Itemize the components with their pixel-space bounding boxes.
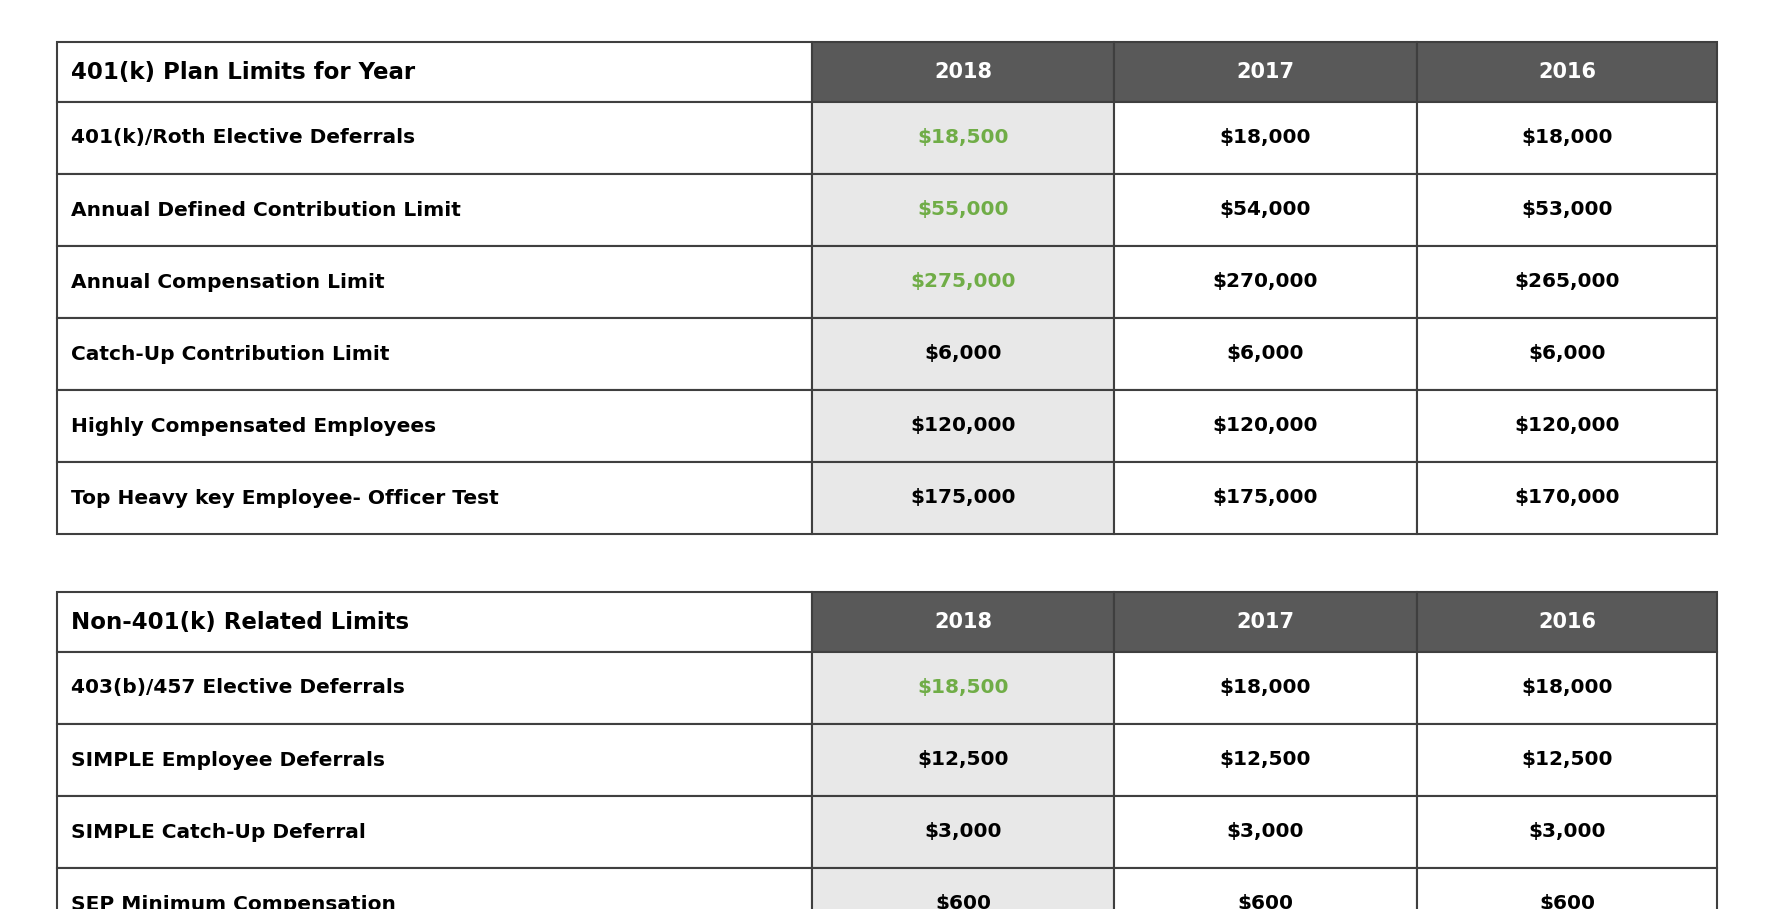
Bar <box>812 42 1113 102</box>
Text: 2016: 2016 <box>1537 612 1596 632</box>
Bar <box>57 318 812 390</box>
Bar <box>1417 724 1716 796</box>
Bar <box>57 42 812 102</box>
Text: $175,000: $175,000 <box>910 488 1016 507</box>
Text: $18,000: $18,000 <box>1220 678 1310 697</box>
Text: $12,500: $12,500 <box>1220 751 1310 770</box>
Text: $18,000: $18,000 <box>1521 128 1612 147</box>
Text: Non-401(k) Related Limits: Non-401(k) Related Limits <box>71 611 408 634</box>
Text: $3,000: $3,000 <box>1227 823 1303 842</box>
Text: $120,000: $120,000 <box>1514 416 1619 435</box>
Bar <box>812 390 1113 462</box>
Text: $18,500: $18,500 <box>917 128 1009 147</box>
Bar <box>1113 390 1417 462</box>
Text: Catch-Up Contribution Limit: Catch-Up Contribution Limit <box>71 345 388 364</box>
Text: $275,000: $275,000 <box>910 273 1016 292</box>
Bar <box>1417 246 1716 318</box>
Text: 401(k)/Roth Elective Deferrals: 401(k)/Roth Elective Deferrals <box>71 128 415 147</box>
Text: 401(k) Plan Limits for Year: 401(k) Plan Limits for Year <box>71 61 415 84</box>
Text: $3,000: $3,000 <box>1527 823 1605 842</box>
Bar <box>1113 174 1417 246</box>
Bar <box>812 246 1113 318</box>
Bar <box>812 724 1113 796</box>
Bar <box>57 796 812 868</box>
Text: Highly Compensated Employees: Highly Compensated Employees <box>71 416 436 435</box>
Text: 403(b)/457 Elective Deferrals: 403(b)/457 Elective Deferrals <box>71 678 404 697</box>
Bar <box>1417 318 1716 390</box>
Bar <box>1113 724 1417 796</box>
Text: $6,000: $6,000 <box>1527 345 1605 364</box>
Text: $270,000: $270,000 <box>1213 273 1317 292</box>
Bar <box>812 318 1113 390</box>
Bar <box>57 462 812 534</box>
Bar <box>812 796 1113 868</box>
Bar <box>1113 652 1417 724</box>
Text: $3,000: $3,000 <box>924 823 1002 842</box>
Bar <box>1417 390 1716 462</box>
Bar <box>1113 102 1417 174</box>
Bar <box>1417 102 1716 174</box>
Text: SEP Minimum Compensation: SEP Minimum Compensation <box>71 894 395 909</box>
Bar <box>57 246 812 318</box>
Bar <box>812 592 1113 652</box>
Text: $120,000: $120,000 <box>1213 416 1317 435</box>
Bar <box>1417 592 1716 652</box>
Text: SIMPLE Employee Deferrals: SIMPLE Employee Deferrals <box>71 751 385 770</box>
Bar <box>812 174 1113 246</box>
Bar <box>1113 246 1417 318</box>
Bar <box>1113 42 1417 102</box>
Text: $175,000: $175,000 <box>1213 488 1317 507</box>
Bar <box>57 652 812 724</box>
Text: $55,000: $55,000 <box>917 201 1009 219</box>
Text: Annual Defined Contribution Limit: Annual Defined Contribution Limit <box>71 201 461 219</box>
Bar <box>1417 174 1716 246</box>
Bar <box>57 724 812 796</box>
Text: $600: $600 <box>1238 894 1293 909</box>
Bar <box>1113 592 1417 652</box>
Bar <box>1417 462 1716 534</box>
Text: $6,000: $6,000 <box>1227 345 1303 364</box>
Text: $600: $600 <box>1539 894 1594 909</box>
Bar <box>57 174 812 246</box>
Text: $53,000: $53,000 <box>1521 201 1612 219</box>
Bar <box>1417 652 1716 724</box>
Text: 2018: 2018 <box>934 612 991 632</box>
Text: $170,000: $170,000 <box>1514 488 1619 507</box>
Bar <box>57 592 812 652</box>
Text: $18,000: $18,000 <box>1521 678 1612 697</box>
Bar <box>1113 796 1417 868</box>
Bar <box>1417 42 1716 102</box>
Text: $18,000: $18,000 <box>1220 128 1310 147</box>
Text: $265,000: $265,000 <box>1514 273 1619 292</box>
Text: $18,500: $18,500 <box>917 678 1009 697</box>
Text: 2017: 2017 <box>1236 612 1294 632</box>
Bar <box>812 102 1113 174</box>
Text: SIMPLE Catch-Up Deferral: SIMPLE Catch-Up Deferral <box>71 823 365 842</box>
Bar <box>1113 462 1417 534</box>
Text: 2016: 2016 <box>1537 62 1596 82</box>
Bar <box>57 868 812 909</box>
Text: Annual Compensation Limit: Annual Compensation Limit <box>71 273 385 292</box>
Text: $54,000: $54,000 <box>1220 201 1310 219</box>
Text: $600: $600 <box>934 894 991 909</box>
Text: $120,000: $120,000 <box>910 416 1016 435</box>
Bar <box>1113 318 1417 390</box>
Text: $12,500: $12,500 <box>917 751 1009 770</box>
Bar <box>1113 868 1417 909</box>
Bar <box>812 462 1113 534</box>
Text: 2017: 2017 <box>1236 62 1294 82</box>
Bar <box>1417 796 1716 868</box>
Bar <box>57 390 812 462</box>
Bar <box>1417 868 1716 909</box>
Bar <box>812 868 1113 909</box>
Text: $6,000: $6,000 <box>924 345 1002 364</box>
Text: $12,500: $12,500 <box>1521 751 1612 770</box>
Bar <box>57 102 812 174</box>
Text: 2018: 2018 <box>934 62 991 82</box>
Text: Top Heavy key Employee- Officer Test: Top Heavy key Employee- Officer Test <box>71 488 498 507</box>
Bar <box>812 652 1113 724</box>
